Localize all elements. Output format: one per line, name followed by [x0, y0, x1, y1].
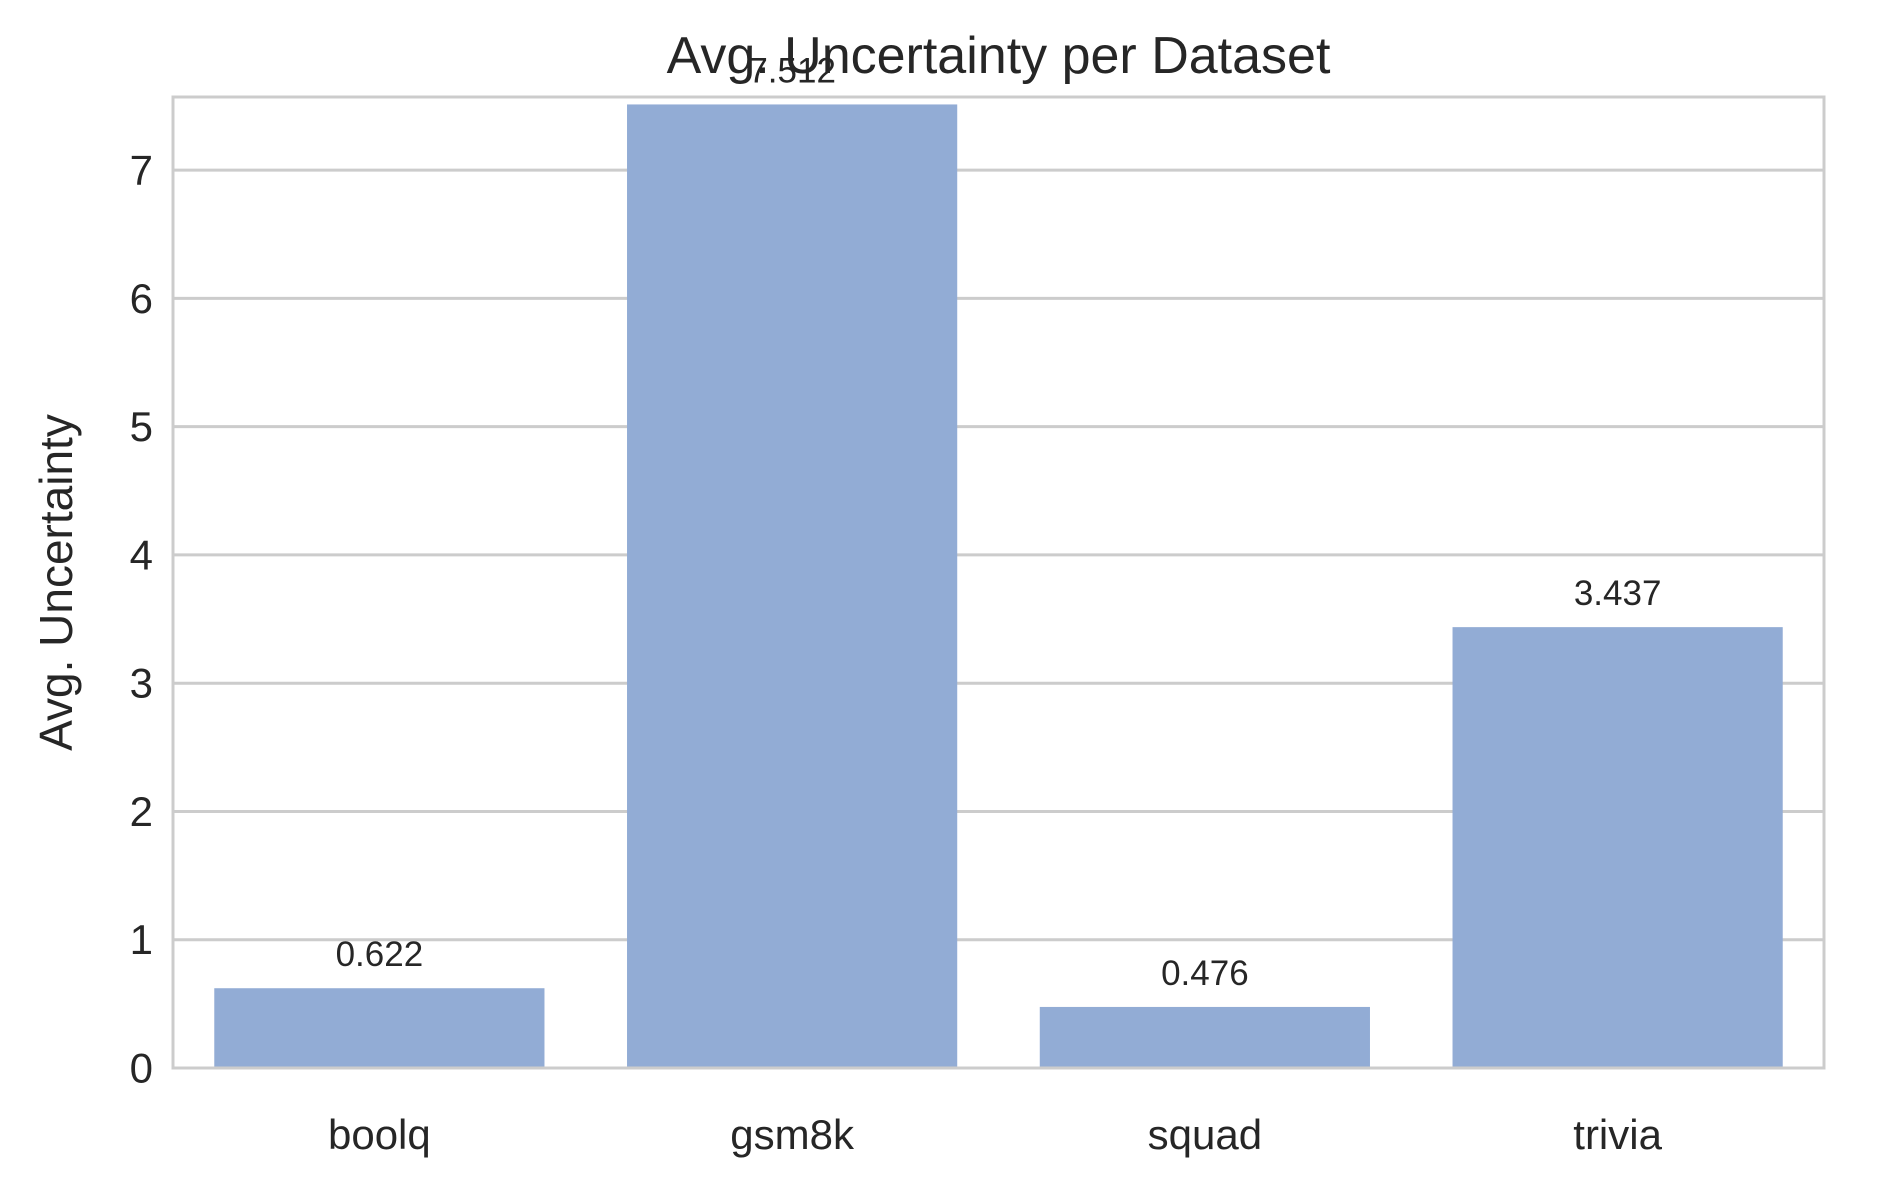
bar-gsm8k [627, 104, 958, 1068]
y-tick-label: 4 [130, 531, 153, 578]
data-label: 0.622 [336, 935, 424, 974]
y-tick-label: 0 [130, 1045, 153, 1092]
y-tick-label: 5 [130, 403, 153, 450]
y-tick-label: 6 [130, 275, 153, 322]
bars [214, 104, 1783, 1068]
bar-squad [1039, 1006, 1370, 1068]
x-tick-label: squad [1148, 1111, 1262, 1158]
x-tick-label: trivia [1573, 1111, 1662, 1158]
y-tick-label: 3 [130, 660, 153, 707]
x-tick-label: gsm8k [730, 1111, 855, 1158]
bar-trivia [1452, 627, 1783, 1068]
data-label: 3.437 [1574, 574, 1662, 613]
y-tick-label: 2 [130, 788, 153, 835]
grid-lines [173, 168, 1824, 1070]
data-label: 0.476 [1161, 954, 1249, 993]
x-tick-label: boolq [328, 1111, 431, 1158]
y-axis-label: Avg. Uncertainty [30, 414, 82, 751]
y-tick-labels: 0 1 2 3 4 5 6 7 [130, 147, 153, 1092]
data-label: 7.512 [748, 51, 836, 90]
chart-title: Avg. Uncertainty per Dataset [667, 27, 1331, 85]
y-tick-label: 1 [130, 916, 153, 963]
data-labels: 0.622 7.512 0.476 3.437 [336, 51, 1662, 993]
plot-frame [171, 95, 1826, 1070]
bar-boolq [214, 988, 545, 1068]
x-tick-labels: boolq gsm8k squad trivia [328, 1111, 1663, 1158]
y-tick-label: 7 [130, 147, 153, 194]
